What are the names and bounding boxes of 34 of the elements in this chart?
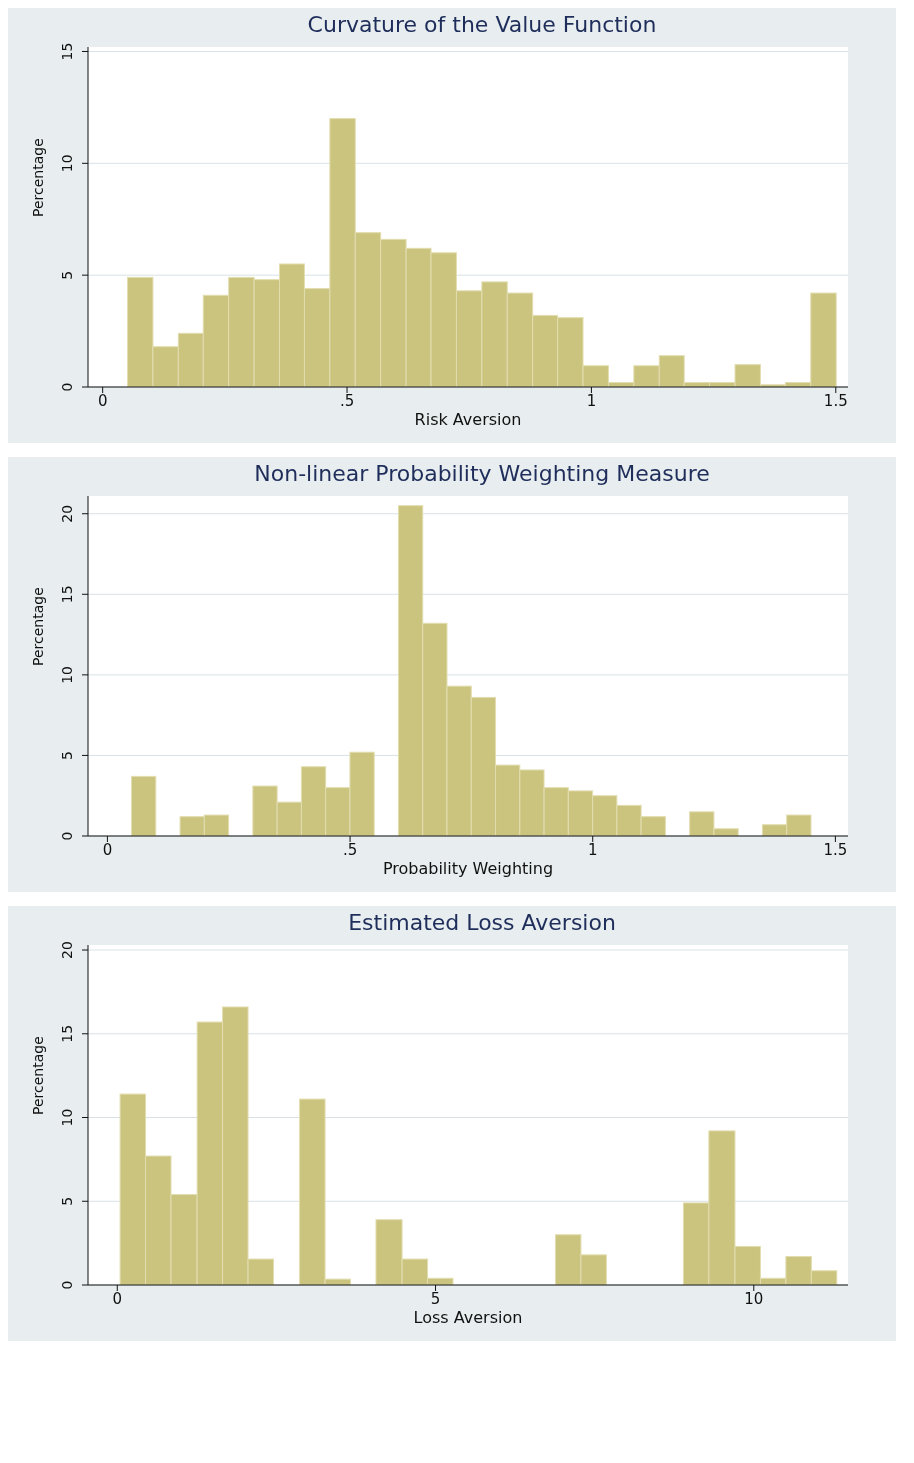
x-tick-label: 1 [587, 840, 598, 859]
x-tick-label: 1.5 [823, 840, 848, 859]
x-axis-title: Loss Aversion [413, 1308, 523, 1327]
x-tick-label: 10 [744, 1289, 764, 1308]
y-tick-label: 5 [59, 750, 75, 760]
y-axis-title: Percentage [29, 1036, 46, 1115]
y-tick-label: 20 [59, 941, 75, 959]
x-tick-label: 1.5 [823, 391, 848, 410]
y-tick-label: 15 [59, 585, 75, 604]
y-tick-label: 5 [59, 270, 75, 280]
y-tick-label: 15 [59, 1024, 75, 1043]
y-axis-title: Percentage [29, 138, 46, 217]
chart-title: Estimated Loss Aversion [347, 910, 617, 935]
x-axis-title: Probability Weighting [382, 859, 554, 878]
y-tick-label: 5 [59, 1196, 75, 1206]
x-tick-label: .5 [339, 391, 355, 410]
y-tick-label: 10 [59, 1108, 75, 1127]
y-tick-label: 0 [59, 831, 75, 841]
y-tick-label: 10 [59, 665, 75, 684]
y-tick-label: 0 [59, 382, 75, 392]
chart-title: Non-linear Probability Weighting Measure [253, 461, 711, 486]
x-axis-title: Risk Aversion [414, 410, 522, 429]
x-tick-label: 0 [102, 840, 113, 859]
y-axis-title: Percentage [29, 587, 46, 666]
x-tick-label: 1 [586, 391, 597, 410]
y-tick-label: 10 [59, 154, 75, 173]
x-tick-label: 0 [112, 1289, 123, 1308]
y-tick-label: 15 [59, 42, 75, 61]
x-tick-label: 0 [97, 391, 108, 410]
y-tick-label: 20 [59, 504, 75, 523]
x-tick-label: .5 [342, 840, 358, 859]
x-tick-label: 5 [430, 1289, 441, 1308]
y-tick-label: 0 [59, 1280, 75, 1290]
chart-title: Curvature of the Value Function [306, 12, 658, 37]
